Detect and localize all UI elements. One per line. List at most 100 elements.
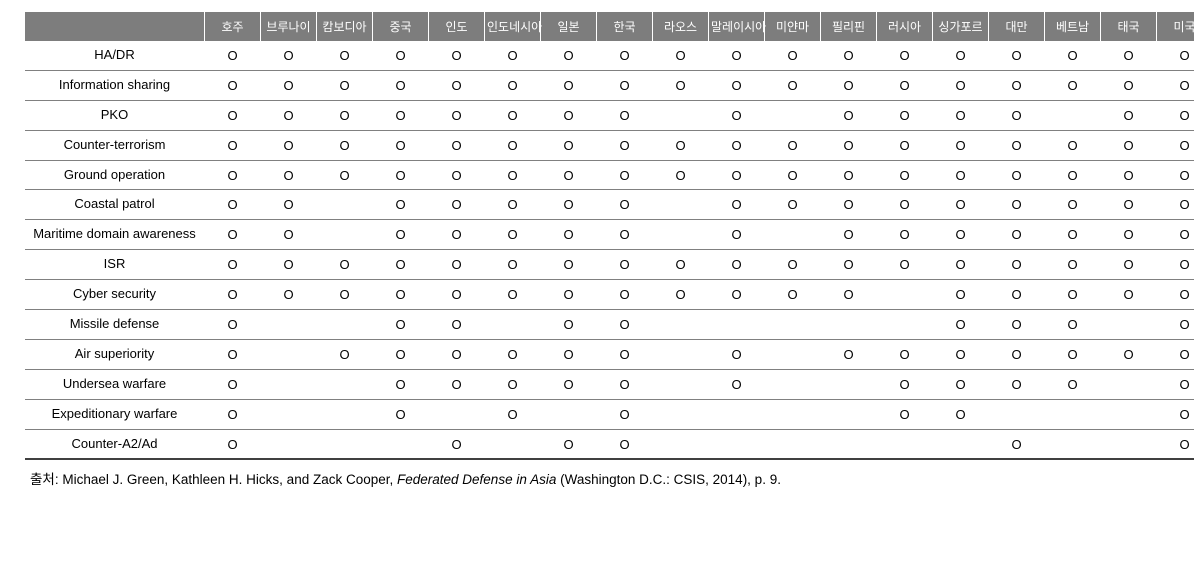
- capability-cell: O: [1157, 280, 1194, 310]
- capability-cell: O: [1101, 250, 1157, 280]
- table-row: Cyber securityOOOOOOOOOOOOOOOOO: [25, 280, 1194, 310]
- capability-cell: O: [1045, 310, 1101, 340]
- capability-cell: O: [261, 160, 317, 190]
- capability-cell: O: [877, 130, 933, 160]
- capability-cell: O: [653, 41, 709, 70]
- capability-cell: O: [933, 100, 989, 130]
- capability-cell: O: [317, 160, 373, 190]
- capability-cell: O: [541, 250, 597, 280]
- capability-cell: O: [317, 339, 373, 369]
- capability-cell: [373, 429, 429, 459]
- capability-cell: O: [1045, 160, 1101, 190]
- capability-cell: O: [485, 339, 541, 369]
- capability-cell: O: [597, 220, 653, 250]
- country-header-17: 미국: [1157, 12, 1194, 41]
- capability-cell: O: [765, 41, 821, 70]
- capability-cell: O: [1101, 339, 1157, 369]
- capability-cell: [765, 429, 821, 459]
- row-label: Undersea warfare: [25, 369, 205, 399]
- capability-cell: O: [205, 160, 261, 190]
- capability-cell: O: [597, 250, 653, 280]
- capability-cell: O: [989, 339, 1045, 369]
- capability-cell: O: [205, 100, 261, 130]
- capability-cell: O: [429, 70, 485, 100]
- capability-cell: O: [541, 429, 597, 459]
- capability-cell: O: [541, 339, 597, 369]
- row-label: Air superiority: [25, 339, 205, 369]
- capability-cell: [317, 220, 373, 250]
- capability-cell: O: [541, 130, 597, 160]
- capability-cell: O: [1157, 310, 1194, 340]
- table-row: Counter-A2/AdOOOOOO: [25, 429, 1194, 459]
- capability-cell: O: [261, 70, 317, 100]
- capability-cell: O: [933, 369, 989, 399]
- capability-cell: [653, 399, 709, 429]
- capability-cell: [933, 429, 989, 459]
- capability-cell: O: [877, 250, 933, 280]
- capability-cell: O: [877, 399, 933, 429]
- country-header-5: 인도네시아: [485, 12, 541, 41]
- capability-cell: O: [429, 41, 485, 70]
- capability-cell: O: [821, 160, 877, 190]
- table-row: Counter-terrorismOOOOOOOOOOOOOOOOOO: [25, 130, 1194, 160]
- country-header-0: 호주: [205, 12, 261, 41]
- capability-cell: O: [1157, 399, 1194, 429]
- capability-cell: O: [653, 250, 709, 280]
- capability-cell: [653, 100, 709, 130]
- capability-cell: O: [205, 280, 261, 310]
- capability-cell: [1101, 429, 1157, 459]
- capability-cell: O: [765, 160, 821, 190]
- capability-cell: O: [989, 429, 1045, 459]
- capability-matrix-table: 호주브루나이캄보디아중국인도인도네시아일본한국라오스말레이시아미얀마필리핀러시아…: [24, 12, 1194, 460]
- capability-cell: O: [1045, 369, 1101, 399]
- capability-cell: O: [1101, 100, 1157, 130]
- capability-cell: O: [877, 70, 933, 100]
- capability-cell: O: [877, 160, 933, 190]
- capability-cell: O: [261, 130, 317, 160]
- capability-cell: [485, 429, 541, 459]
- capability-cell: O: [373, 130, 429, 160]
- capability-cell: O: [205, 310, 261, 340]
- capability-cell: O: [653, 280, 709, 310]
- capability-cell: [877, 310, 933, 340]
- capability-cell: [877, 280, 933, 310]
- capability-cell: [989, 399, 1045, 429]
- capability-cell: O: [373, 100, 429, 130]
- capability-cell: O: [485, 41, 541, 70]
- capability-cell: O: [765, 250, 821, 280]
- row-label: Cyber security: [25, 280, 205, 310]
- country-header-16: 태국: [1101, 12, 1157, 41]
- capability-cell: O: [485, 160, 541, 190]
- capability-cell: [541, 399, 597, 429]
- capability-cell: O: [933, 70, 989, 100]
- country-header-7: 한국: [597, 12, 653, 41]
- capability-cell: O: [877, 369, 933, 399]
- capability-cell: O: [821, 250, 877, 280]
- capability-cell: [821, 429, 877, 459]
- capability-cell: O: [485, 250, 541, 280]
- capability-cell: O: [1045, 339, 1101, 369]
- capability-cell: O: [989, 310, 1045, 340]
- capability-cell: O: [485, 280, 541, 310]
- capability-cell: O: [1101, 190, 1157, 220]
- capability-cell: O: [989, 160, 1045, 190]
- table-row: Expeditionary warfareOOOOOOO: [25, 399, 1194, 429]
- capability-cell: O: [261, 220, 317, 250]
- capability-cell: O: [597, 369, 653, 399]
- capability-cell: O: [989, 190, 1045, 220]
- capability-cell: O: [1101, 280, 1157, 310]
- capability-cell: O: [1045, 130, 1101, 160]
- row-label: Counter-terrorism: [25, 130, 205, 160]
- capability-cell: O: [989, 220, 1045, 250]
- capability-cell: O: [1157, 190, 1194, 220]
- capability-cell: O: [541, 160, 597, 190]
- table-row: Information sharingOOOOOOOOOOOOOOOOOO: [25, 70, 1194, 100]
- capability-cell: O: [1157, 369, 1194, 399]
- capability-cell: O: [317, 280, 373, 310]
- capability-cell: O: [1101, 70, 1157, 100]
- row-label: Expeditionary warfare: [25, 399, 205, 429]
- capability-cell: [765, 310, 821, 340]
- country-header-8: 라오스: [653, 12, 709, 41]
- capability-cell: O: [373, 190, 429, 220]
- capability-cell: O: [1045, 190, 1101, 220]
